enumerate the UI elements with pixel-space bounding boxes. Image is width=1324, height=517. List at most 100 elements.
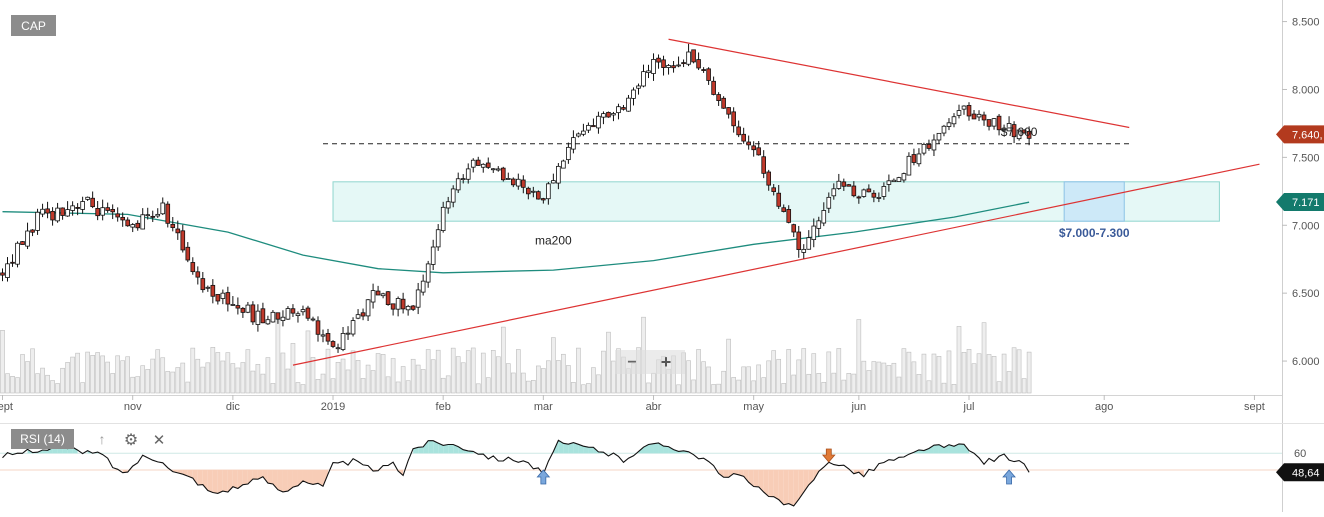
volume-bar: [691, 379, 696, 394]
rsi-overbought-fill: [958, 443, 965, 454]
candle-body: [155, 213, 161, 217]
volume-bar: [571, 382, 576, 394]
candle-body: [516, 178, 521, 187]
volume-bar: [160, 357, 166, 394]
rsi-oversold-fill: [307, 470, 313, 485]
time-tick-label: ago: [1095, 401, 1113, 413]
candle-body: [225, 292, 231, 305]
time-tick-label: jul: [963, 401, 975, 413]
candle-body: [1011, 124, 1017, 138]
candle-body: [646, 70, 651, 74]
rsi-value-tag: 48,64: [1292, 467, 1320, 479]
rsi-overbought-fill: [42, 450, 48, 454]
candle-body: [460, 178, 466, 181]
volume-bar: [606, 331, 611, 394]
rsi-up-arrow-icon: [536, 469, 551, 485]
volume-bar: [320, 373, 326, 394]
candle-body: [405, 305, 411, 311]
candle-body: [786, 209, 792, 223]
level-label: $7.600: [1001, 125, 1038, 139]
volume-bar: [911, 361, 917, 394]
volume-bar: [225, 352, 231, 394]
candle-body: [571, 137, 576, 150]
volume-bar: [215, 352, 221, 394]
candle-body: [310, 318, 316, 321]
candle-body: [255, 310, 261, 325]
candle-body: [951, 116, 957, 125]
volume-bar: [871, 361, 877, 394]
volume-layer: [0, 316, 1032, 394]
candle-body: [375, 290, 381, 296]
volume-bar: [866, 370, 872, 394]
candle-body: [150, 215, 156, 218]
volume-bar: [931, 353, 937, 394]
volume-bar: [80, 382, 85, 394]
ma200-label: ma200: [535, 233, 572, 247]
volume-bar: [586, 383, 591, 394]
time-tick-label: 2019: [321, 401, 345, 413]
candle-body: [95, 208, 100, 217]
candle-body: [250, 304, 256, 323]
candle-body: [776, 192, 782, 207]
volume-bar: [796, 359, 802, 394]
candle-body: [325, 333, 331, 342]
volume-bar: [791, 374, 797, 394]
volume-bar: [150, 358, 156, 394]
volume-bar: [295, 382, 301, 394]
volume-bar: [881, 362, 887, 394]
volume-bar: [766, 360, 772, 394]
rsi-oversold-fill: [247, 470, 253, 485]
volume-bar: [340, 358, 346, 394]
rsi-oversold-fill: [292, 470, 298, 488]
volume-bar: [521, 372, 526, 394]
candle-body: [400, 298, 406, 310]
candle-body: [851, 185, 857, 197]
volume-bar: [380, 354, 386, 394]
candle-body: [671, 65, 676, 69]
candle-body: [686, 51, 691, 65]
candle-body: [15, 242, 20, 265]
candle-body: [566, 146, 571, 161]
volume-bar: [716, 383, 721, 394]
volume-bar: [245, 349, 251, 394]
time-tick-label: nov: [124, 401, 142, 413]
candle-body: [180, 230, 186, 251]
rsi-oversold-fill: [252, 470, 258, 480]
price-tick-label: 8.500: [1292, 17, 1320, 29]
volume-bar: [876, 361, 882, 394]
rsi-oversold-fill: [748, 470, 754, 487]
rsi-oversold-fill: [287, 470, 293, 492]
candle-body: [480, 163, 486, 168]
volume-bar: [500, 326, 506, 394]
candle-body: [616, 106, 621, 114]
candle-body: [1021, 129, 1027, 134]
candle-body: [485, 162, 491, 168]
candle-body: [0, 272, 5, 276]
price-tick-label: 7.000: [1292, 220, 1320, 232]
candle-body: [435, 229, 441, 248]
candle-body: [85, 196, 90, 200]
volume-bar: [591, 367, 596, 394]
candle-body: [741, 133, 746, 142]
volume-bar: [756, 364, 761, 394]
candle-body: [340, 333, 346, 350]
candle-body: [766, 171, 772, 186]
candle-body: [636, 85, 641, 89]
volume-bar: [300, 384, 306, 394]
volume-bar: [981, 322, 987, 394]
volume-bar: [370, 370, 376, 394]
candle-body: [816, 220, 822, 229]
volume-bar: [861, 360, 867, 394]
candle-body: [500, 167, 506, 181]
candle-body: [290, 308, 296, 314]
zoom-in-icon: +: [661, 352, 672, 372]
candle-body: [596, 115, 601, 129]
rsi-overbought-fill: [663, 446, 669, 454]
volume-bar: [310, 357, 316, 394]
volume-bar: [375, 353, 381, 394]
volume-bar: [140, 365, 146, 394]
volume-bar: [561, 353, 566, 394]
volume-bar: [60, 367, 65, 394]
candle-body: [906, 155, 912, 176]
